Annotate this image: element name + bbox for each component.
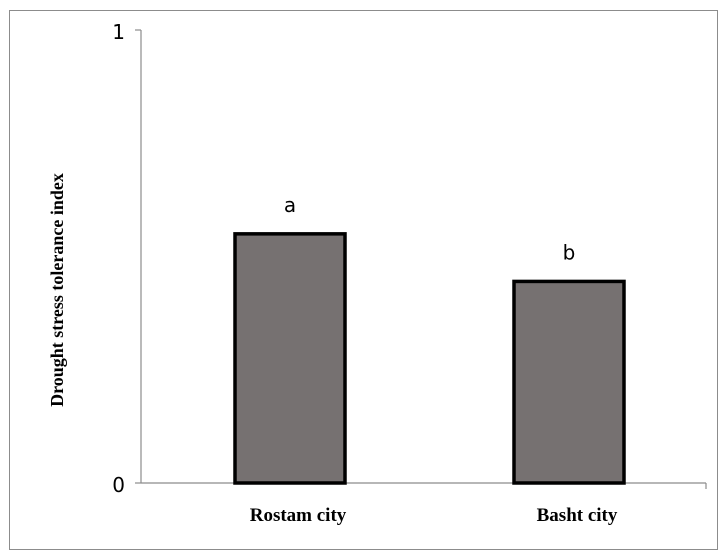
bar-1 bbox=[512, 279, 626, 485]
bar-0 bbox=[233, 232, 347, 485]
y-tick-label-min: 0 bbox=[112, 473, 125, 497]
y-axis-label: Drought stress tolerance index bbox=[47, 173, 67, 407]
x-tick-label-1: Basht city bbox=[537, 505, 618, 526]
x-tick-label-0: Rostam city bbox=[250, 505, 347, 526]
bar-data-label-1: b bbox=[563, 240, 576, 264]
bars-group: a Rostam city b Basht city bbox=[233, 193, 626, 526]
y-tick-label-max: 1 bbox=[112, 20, 125, 44]
bar-data-label-0: a bbox=[284, 193, 296, 217]
